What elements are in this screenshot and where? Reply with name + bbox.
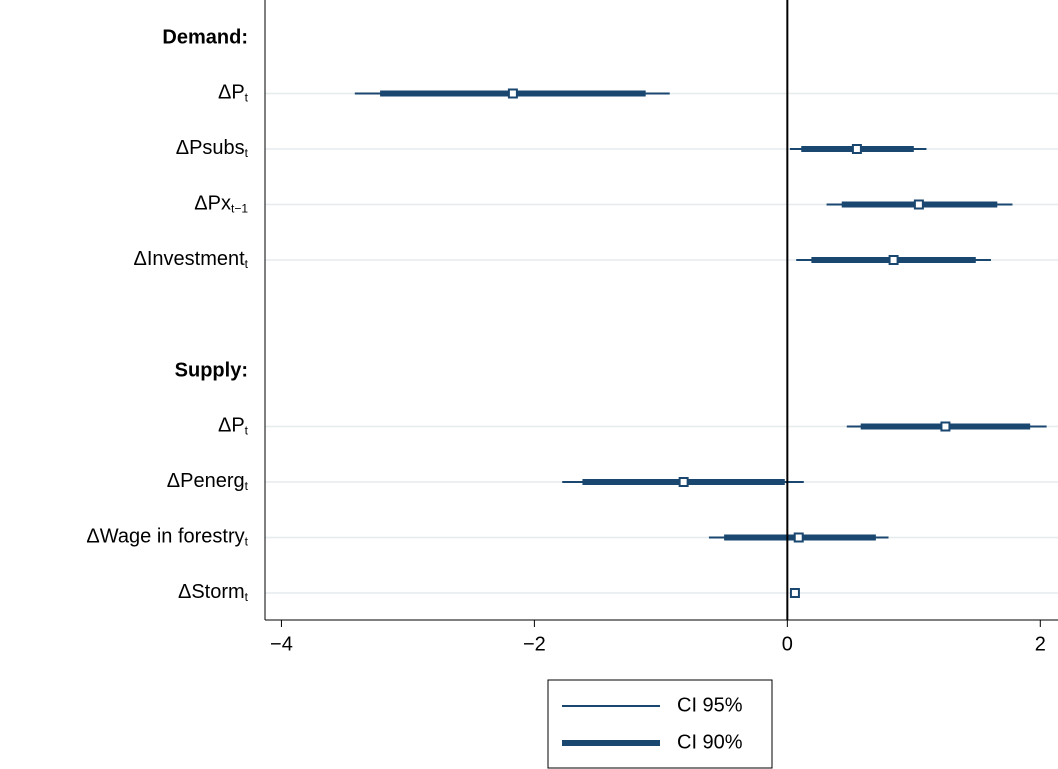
row-label: ΔPt xyxy=(218,415,249,438)
row-label-sub: t xyxy=(245,424,249,438)
row-label-sub: t xyxy=(245,257,249,271)
row-label-sub: t xyxy=(245,535,249,549)
row-label: ΔPxt−1 xyxy=(194,193,248,216)
x-tick-label: −2 xyxy=(523,633,546,655)
group-header: Supply: xyxy=(175,359,248,381)
row-label-sub: t−1 xyxy=(231,202,248,216)
row-label-sub: t xyxy=(245,146,249,160)
estimate xyxy=(789,588,800,598)
row-label: ΔPt xyxy=(218,82,249,105)
row-label: ΔWage in forestryt xyxy=(86,526,248,549)
legend-box xyxy=(547,679,773,769)
row-label: ΔPenergt xyxy=(167,470,249,493)
row-label-main: ΔInvestment xyxy=(133,248,245,270)
row-label-main: ΔP xyxy=(218,415,245,437)
legend-label: CI 90% xyxy=(677,731,743,753)
estimate xyxy=(913,199,924,210)
row-label-main: ΔPenerg xyxy=(167,470,245,492)
estimate xyxy=(940,421,951,432)
row-label-main: ΔPx xyxy=(194,193,231,215)
x-tick-label: −4 xyxy=(270,633,293,655)
estimate xyxy=(507,88,518,99)
row-label-sub: t xyxy=(245,91,249,105)
x-tick-label: 0 xyxy=(782,633,793,655)
estimate xyxy=(851,144,862,154)
group-header: Demand: xyxy=(162,26,248,48)
row-label-main: ΔWage in forestry xyxy=(86,526,244,548)
row-label-sub: t xyxy=(245,590,249,604)
plot-area xyxy=(265,0,1058,620)
legend-label: CI 95% xyxy=(677,694,743,716)
row-label: ΔStormt xyxy=(178,581,249,604)
row-label-main: ΔP xyxy=(218,82,245,104)
row-label: ΔInvestmentt xyxy=(133,248,248,271)
estimate xyxy=(888,255,899,265)
row-label-main: ΔStorm xyxy=(178,581,245,603)
row-label: ΔPsubst xyxy=(176,137,249,160)
estimate xyxy=(793,532,804,543)
row-label-sub: t xyxy=(245,479,249,493)
x-tick-label: 2 xyxy=(1035,633,1046,655)
estimate xyxy=(678,477,689,487)
row-label-main: ΔPsubs xyxy=(176,137,245,159)
